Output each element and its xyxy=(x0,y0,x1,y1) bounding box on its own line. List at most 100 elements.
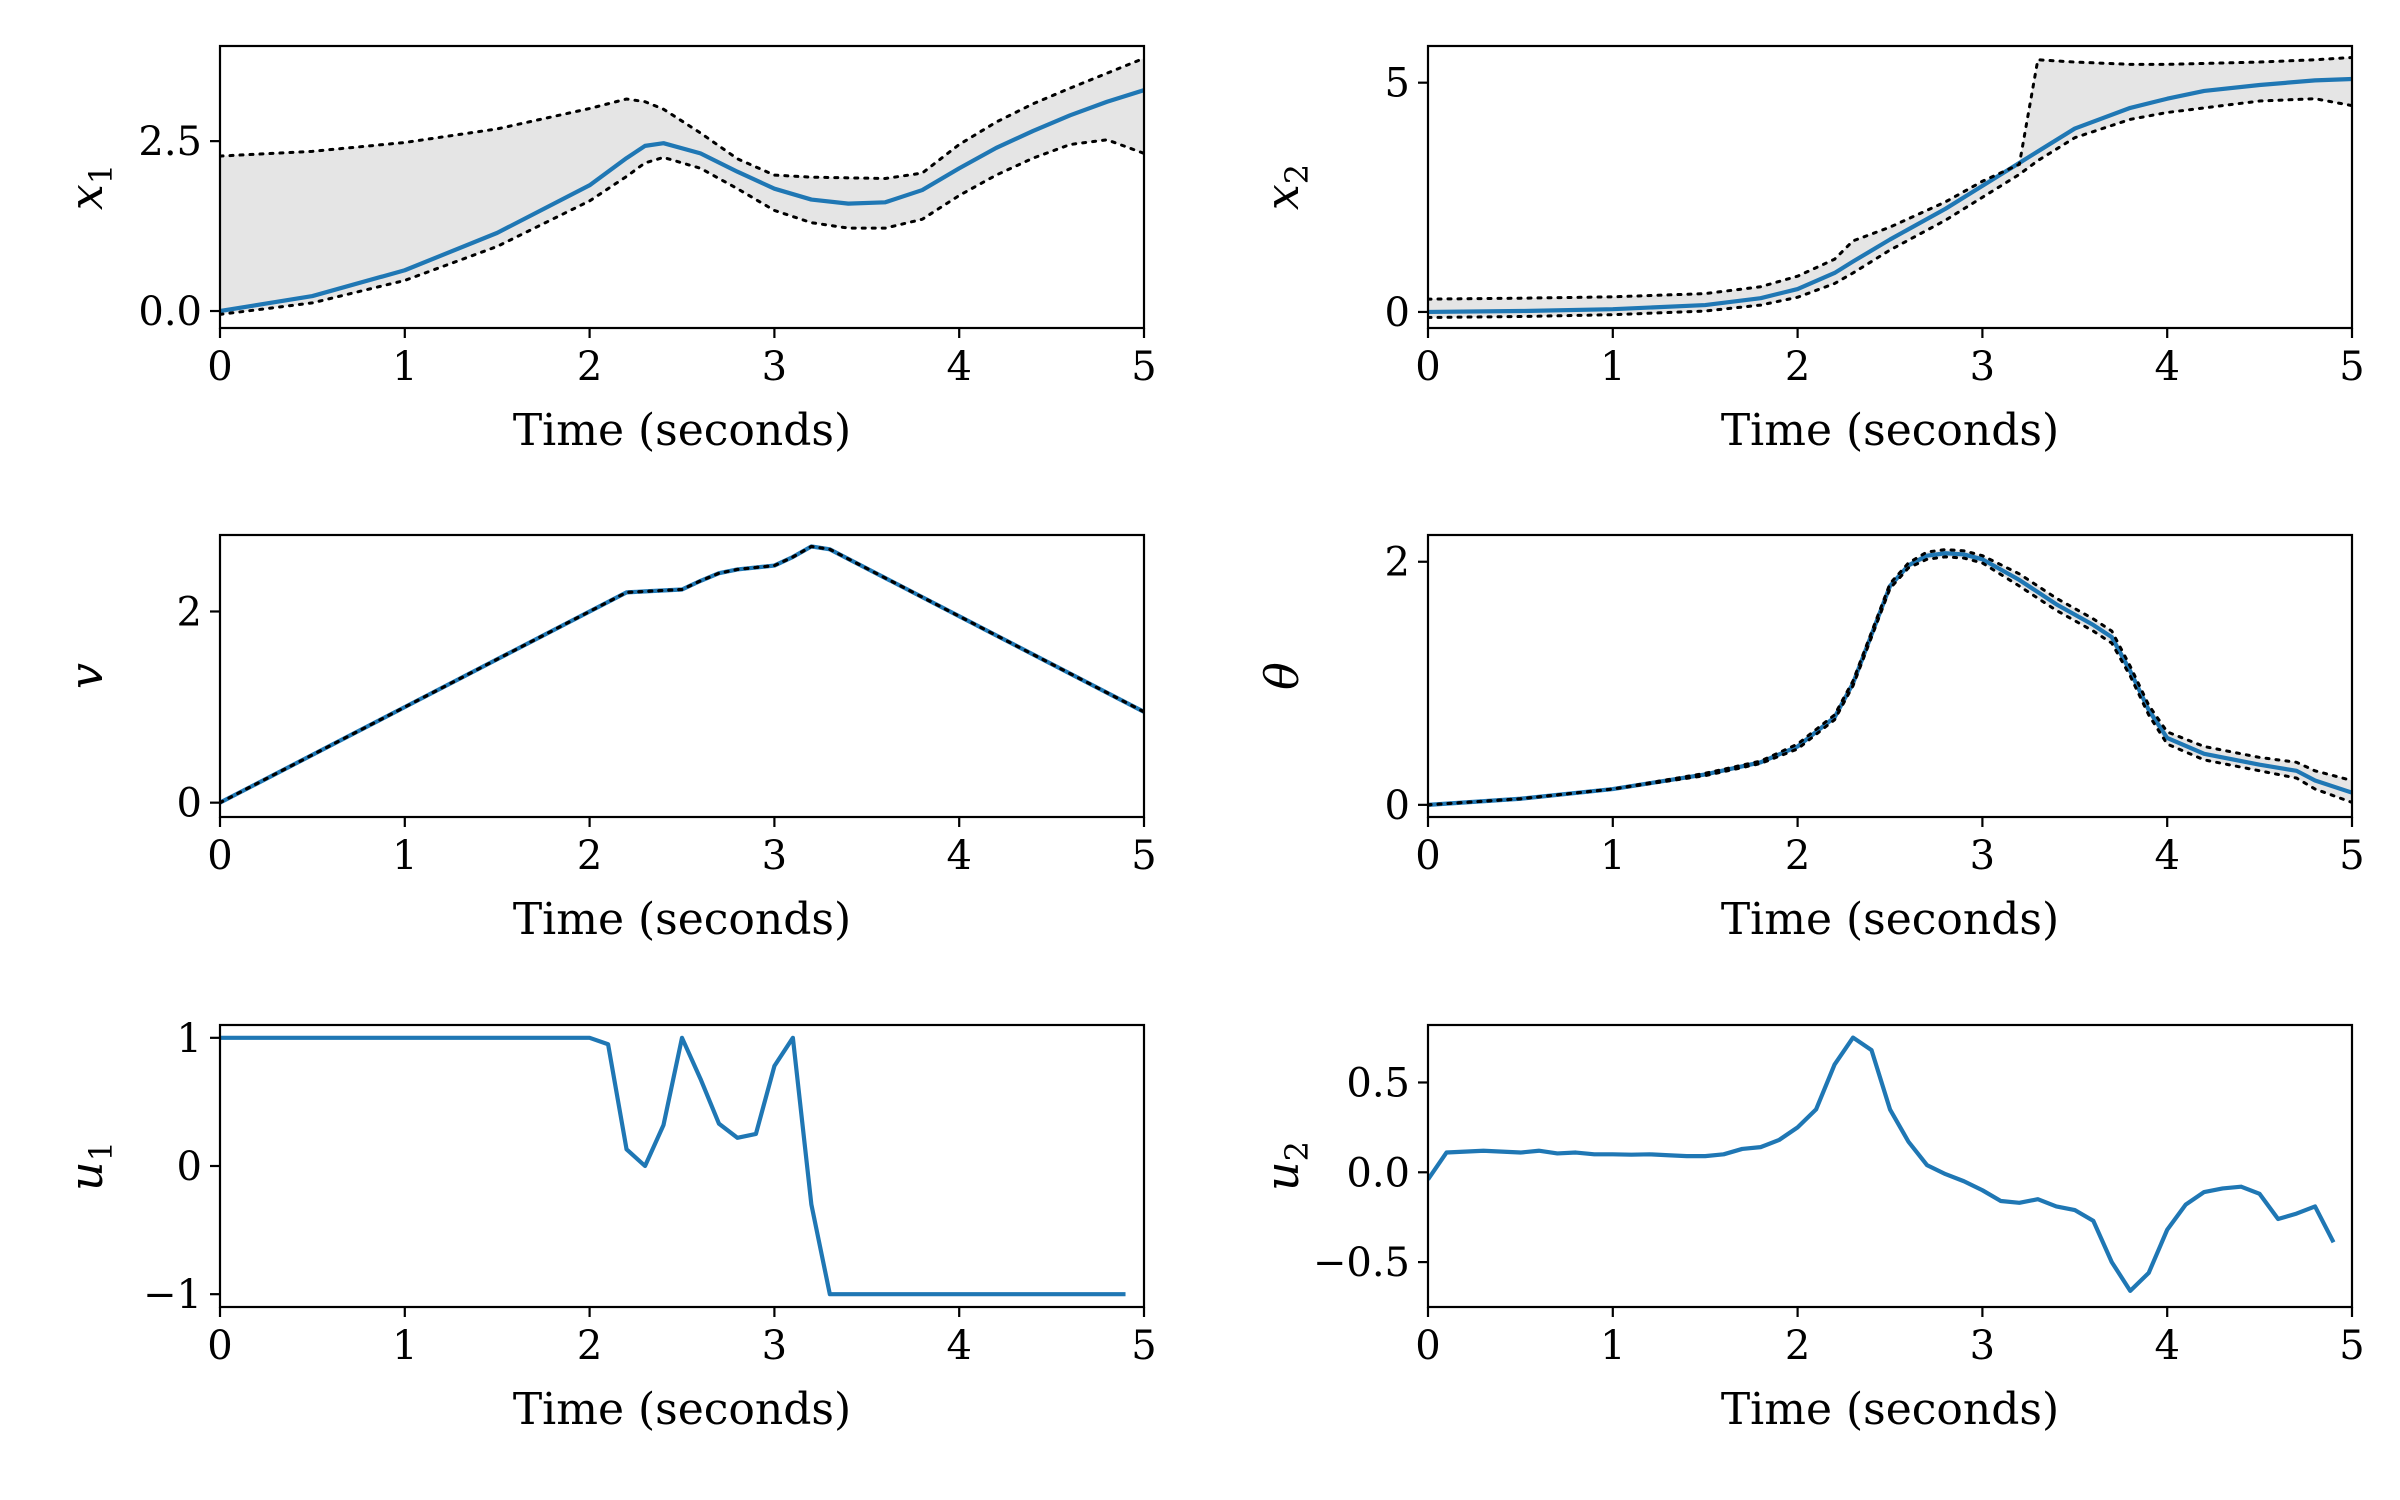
lower-bound-line-v xyxy=(220,544,1144,805)
plot-area-u2 xyxy=(1428,1035,2336,1293)
y-tick-label-u2-2: 0.5 xyxy=(1346,1060,1410,1106)
x-tick-label-x2-0: 0 xyxy=(1415,344,1440,390)
y-tick-label-x1-0: 0.0 xyxy=(138,289,202,335)
upper-bound-line-v xyxy=(220,544,1144,805)
mean-line-u2 xyxy=(1428,1035,2336,1293)
panel-theta: 0 1 2 3 4 5 0 2 Time (seconds) θ xyxy=(1255,533,2365,945)
x-tick-label-v-0: 0 xyxy=(207,833,232,879)
x-axis-title-u1: Time (seconds) xyxy=(513,1384,851,1435)
y-axis-symbol-x1: x xyxy=(59,184,113,210)
y-tick-label-u1-1: 0 xyxy=(177,1144,202,1190)
x-tick-label-u2-1: 1 xyxy=(1600,1323,1625,1369)
x-tick-label-theta-0: 0 xyxy=(1415,833,1440,879)
x-tick-label-x1-4: 4 xyxy=(946,344,971,390)
x-tick-label-v-5: 5 xyxy=(1131,833,1156,879)
x-axis-title-theta: Time (seconds) xyxy=(1721,894,2059,945)
x-tick-label-x2-3: 3 xyxy=(1970,344,1995,390)
plot-area-v xyxy=(220,544,1144,805)
mean-line-theta xyxy=(1428,551,2352,807)
band-x2 xyxy=(1428,57,2352,318)
mean-line-x1 xyxy=(220,88,1144,314)
axes-frame-theta xyxy=(1426,533,2354,819)
lower-bound-line-x2 xyxy=(1428,97,2352,319)
y-tick-label-u1-0: −1 xyxy=(143,1272,202,1318)
y-axis-subscript-u1: 1 xyxy=(82,1141,120,1161)
mean-line-u1 xyxy=(220,1035,1126,1297)
panel-v: 0 1 2 3 4 5 0 2 Time (seconds) v xyxy=(59,533,1157,945)
x-tick-label-x2-2: 2 xyxy=(1785,344,1810,390)
y-tick-label-u1-2: 1 xyxy=(177,1016,202,1062)
x-tick-label-x2-5: 5 xyxy=(2339,344,2364,390)
x-tick-label-u1-4: 4 xyxy=(946,1323,971,1369)
mean-line-x2 xyxy=(1428,76,2352,315)
x-tick-label-theta-2: 2 xyxy=(1785,833,1810,879)
x-tick-label-theta-5: 5 xyxy=(2339,833,2364,879)
y-axis-symbol-theta: θ xyxy=(1255,662,1309,690)
x-axis-title-x1: Time (seconds) xyxy=(513,405,851,456)
y-tick-label-u2-0: −0.5 xyxy=(1313,1240,1410,1286)
x-tick-label-v-1: 1 xyxy=(392,833,417,879)
x-tick-label-u2-3: 3 xyxy=(1970,1323,1995,1369)
x-tick-label-x1-0: 0 xyxy=(207,344,232,390)
x-tick-label-u1-5: 5 xyxy=(1131,1323,1156,1369)
plot-area-theta xyxy=(1428,548,2352,807)
y-tick-label-v-0: 0 xyxy=(177,781,202,827)
x-tick-label-x1-3: 3 xyxy=(762,344,787,390)
y-axis-symbol-v: v xyxy=(59,663,113,689)
x-tick-label-u2-2: 2 xyxy=(1785,1323,1810,1369)
upper-bound-line-x1 xyxy=(220,56,1144,181)
y-axis-subscript-x2: 2 xyxy=(1278,164,1316,184)
y-axis-title-x1: x1 xyxy=(59,164,120,210)
x-tick-label-theta-3: 3 xyxy=(1970,833,1995,879)
x-tick-label-x2-4: 4 xyxy=(2154,344,2179,390)
x-tick-label-u2-0: 0 xyxy=(1415,1323,1440,1369)
y-axis-title-u1: u1 xyxy=(59,1141,120,1191)
y-tick-label-x2-1: 5 xyxy=(1385,61,1410,107)
band-v xyxy=(220,546,1144,803)
y-tick-label-x1-1: 2.5 xyxy=(138,119,202,165)
x-tick-label-u2-5: 5 xyxy=(2339,1323,2364,1369)
y-axis-symbol-u1: u xyxy=(59,1161,113,1191)
x-tick-label-x1-5: 5 xyxy=(1131,344,1156,390)
y-axis-symbol-x2: x xyxy=(1255,184,1309,210)
lower-bound-line-x1 xyxy=(220,138,1144,316)
x-tick-label-u1-2: 2 xyxy=(577,1323,602,1369)
axes-frame-u2 xyxy=(1426,1023,2354,1309)
x-axis-title-u2: Time (seconds) xyxy=(1721,1384,2059,1435)
x-tick-label-theta-1: 1 xyxy=(1600,833,1625,879)
x-tick-label-v-2: 2 xyxy=(577,833,602,879)
x-tick-label-u1-0: 0 xyxy=(207,1323,232,1369)
band-x1 xyxy=(220,58,1144,315)
y-axis-title-theta: θ xyxy=(1255,662,1309,690)
y-axis-symbol-u2: u xyxy=(1255,1161,1309,1191)
y-axis-subscript-u2: 2 xyxy=(1278,1141,1316,1161)
x-tick-label-v-3: 3 xyxy=(762,833,787,879)
panel-x1: 0 1 2 3 4 5 0.0 2.5 Time (seconds) x1 xyxy=(59,44,1157,456)
y-tick-label-x2-0: 0 xyxy=(1385,290,1410,336)
x-tick-label-x1-2: 2 xyxy=(577,344,602,390)
x-axis-title-x2: Time (seconds) xyxy=(1721,405,2059,456)
x-tick-label-v-4: 4 xyxy=(946,833,971,879)
y-tick-label-theta-0: 0 xyxy=(1385,783,1410,829)
x-axis-title-v: Time (seconds) xyxy=(513,894,851,945)
x-tick-label-theta-4: 4 xyxy=(2154,833,2179,879)
mean-line-v xyxy=(220,544,1144,805)
axes-frame-x1 xyxy=(218,44,1146,330)
plot-area-x2 xyxy=(1428,55,2352,319)
upper-bound-line-theta xyxy=(1428,548,2352,807)
plot-area-x1 xyxy=(220,56,1144,316)
lower-bound-line-theta xyxy=(1428,555,2352,807)
upper-bound-line-x2 xyxy=(1428,55,2352,301)
y-tick-label-v-1: 2 xyxy=(177,589,202,635)
plot-area-u1 xyxy=(220,1035,1126,1297)
y-axis-title-v: v xyxy=(59,663,113,689)
y-tick-label-u2-1: 0.0 xyxy=(1346,1150,1410,1196)
y-tick-label-theta-1: 2 xyxy=(1385,540,1410,586)
x-tick-label-x2-1: 1 xyxy=(1600,344,1625,390)
x-tick-label-x1-1: 1 xyxy=(392,344,417,390)
x-tick-label-u1-1: 1 xyxy=(392,1323,417,1369)
